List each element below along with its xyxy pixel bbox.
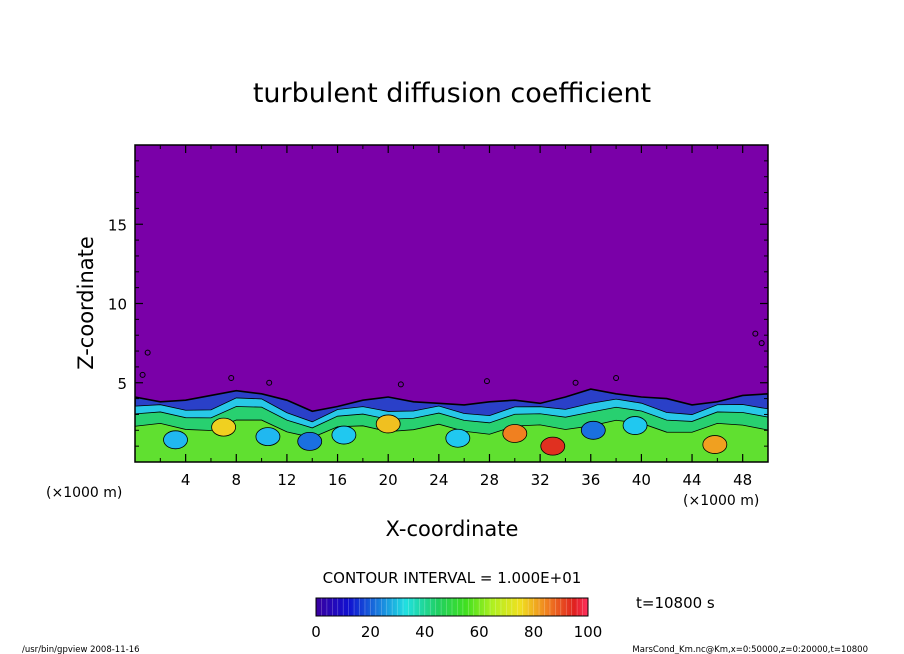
turbulent-eddy: [163, 430, 188, 450]
contour-blob: [144, 349, 151, 356]
turbulent-eddy: [702, 435, 728, 454]
turbulent-eddy: [255, 427, 281, 447]
x-tick-label: 20: [379, 471, 398, 489]
contour-blob: [613, 374, 620, 381]
colorbar-tick-label: 40: [415, 623, 434, 641]
x-tick-label: 36: [581, 471, 600, 489]
y-ticks: 5 10 15: [108, 160, 768, 447]
x-axis-label: X-coordinate: [386, 517, 519, 541]
x-tick-label: 24: [429, 471, 448, 489]
contour-blob: [266, 379, 273, 386]
colorbar: 0 20 40 60 80 100: [311, 597, 602, 641]
x-axis-unit-right: (×1000 m): [683, 493, 759, 509]
x-tick-label: 4: [181, 471, 191, 489]
y-axis-label: Z-coordinate: [74, 236, 98, 370]
colorbar-tick-label: 0: [311, 623, 321, 641]
boundary-layer-field: [135, 330, 768, 462]
turbulent-eddy: [580, 420, 606, 440]
chart-title: turbulent diffusion coefficient: [253, 78, 651, 109]
contour-blob: [139, 371, 146, 378]
contour-blob: [483, 378, 490, 385]
y-tick-label: 15: [108, 216, 127, 234]
x-tick-label: 28: [480, 471, 499, 489]
colorbar-gradient: [316, 598, 588, 616]
y-tick-label: 10: [108, 296, 127, 314]
colorbar-tick-label: 60: [470, 623, 489, 641]
x-tick-label: 16: [328, 471, 347, 489]
colorbar-ticks: 0 20 40 60 80 100: [311, 623, 602, 641]
x-ticks: 4 8 12 16 20 24 28 32 36 40 44 48: [159, 145, 752, 489]
footer-left: /usr/bin/gpview 2008-11-16: [22, 645, 140, 654]
footer-right: MarsCond_Km.nc@Km,x=0:50000,z=0:20000,t=…: [632, 645, 868, 654]
colorbar-tick-label: 100: [574, 623, 603, 641]
x-tick-label: 40: [632, 471, 651, 489]
turbulent-eddy: [540, 436, 566, 456]
contour-interval-label: CONTOUR INTERVAL = 1.000E+01: [323, 569, 582, 587]
time-label: t=10800 s: [636, 594, 715, 612]
turbulent-eddy: [331, 425, 357, 445]
y-tick-label: 5: [117, 375, 127, 393]
x-tick-label: 48: [733, 471, 752, 489]
colorbar-tick-label: 20: [361, 623, 380, 641]
x-tick-label: 44: [682, 471, 701, 489]
x-tick-label: 12: [277, 471, 296, 489]
colorbar-stripes: [321, 598, 583, 616]
turbulent-eddy: [445, 428, 471, 448]
x-axis-unit-left: (×1000 m): [46, 485, 122, 501]
contour-blob: [758, 340, 765, 347]
x-tick-label: 8: [232, 471, 242, 489]
x-tick-label: 32: [531, 471, 550, 489]
turbulent-eddy: [502, 424, 528, 443]
turbulent-eddy: [211, 417, 237, 437]
colorbar-tick-label: 80: [524, 623, 543, 641]
turbulent-eddy: [297, 431, 323, 451]
contour-blob: [397, 381, 404, 388]
contour-blob: [228, 374, 235, 381]
contour-blob: [572, 379, 579, 386]
contour-blob: [752, 330, 759, 337]
colorbar-frame: [315, 597, 589, 617]
turbulent-eddy: [375, 414, 401, 434]
turbulent-eddy: [622, 416, 648, 435]
